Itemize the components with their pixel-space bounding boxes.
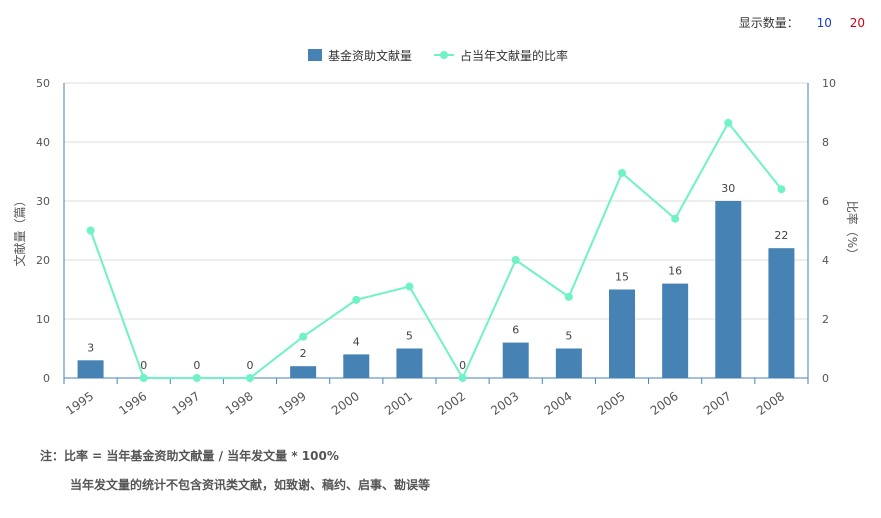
- bar: [290, 366, 317, 378]
- x-tick-label: 1995: [63, 389, 96, 418]
- x-tick-label: 2003: [488, 389, 521, 418]
- line-point: [139, 374, 148, 382]
- footnote-ratio-definition: 注：比率 = 当年基金资助文献量 / 当年发文量 * 100%: [40, 449, 339, 463]
- x-tick-label: 2007: [701, 389, 734, 418]
- bar-data-label: 16: [668, 265, 682, 278]
- y-tick-label: 10: [36, 313, 50, 326]
- y2-tick-label: 10: [822, 77, 836, 90]
- bar: [555, 348, 582, 378]
- legend-label-line: 占当年文献量的比率: [460, 48, 568, 63]
- x-tick-label: 1999: [276, 389, 309, 418]
- bar: [768, 248, 795, 378]
- legend-swatch-bar: [308, 49, 322, 61]
- y-tick-label: 50: [36, 77, 50, 90]
- legend-marker-line: [440, 51, 448, 59]
- x-tick-label: 2008: [754, 389, 787, 418]
- bar-data-label: 5: [406, 330, 413, 343]
- bar: [396, 348, 423, 378]
- display-count-selector: 显示数量： 10 20: [739, 14, 865, 31]
- legend-label-bar: 基金资助文献量: [328, 48, 412, 63]
- x-tick-label: 1998: [223, 389, 256, 418]
- bar-data-label: 5: [565, 330, 572, 343]
- x-tick-label: 2002: [435, 389, 468, 418]
- x-tick-label: 2005: [595, 389, 628, 418]
- bar: [609, 289, 635, 378]
- bar-data-label: 0: [247, 359, 254, 372]
- y-axis-title: 文献量（篇）: [12, 194, 27, 266]
- bar-data-label: 6: [512, 324, 519, 337]
- y2-tick-label: 4: [822, 254, 829, 267]
- bar: [343, 354, 370, 378]
- line-point: [777, 185, 786, 194]
- x-tick-label: 1997: [170, 389, 203, 418]
- line-point: [511, 256, 520, 264]
- y2-tick-label: 8: [822, 136, 829, 149]
- y2-tick-label: 6: [822, 195, 829, 208]
- x-tick-label: 2004: [542, 389, 575, 418]
- y-tick-label: 0: [43, 372, 50, 385]
- bar: [715, 201, 742, 378]
- line-point: [192, 374, 201, 382]
- bar-data-label: 15: [615, 271, 629, 284]
- line-point: [246, 374, 254, 382]
- bar-data-label: 0: [459, 359, 466, 372]
- x-tick-label: 2000: [329, 389, 362, 418]
- y-tick-label: 40: [36, 136, 50, 149]
- line-point: [564, 292, 573, 301]
- y2-tick-label: 0: [822, 372, 829, 385]
- bar-data-label: 2: [300, 347, 307, 360]
- series-line-ratio: [89, 121, 783, 381]
- line-point: [458, 374, 467, 382]
- y2-tick-label: 2: [822, 313, 829, 326]
- line-point: [618, 168, 626, 177]
- y-tick-label: 30: [36, 195, 50, 208]
- x-tick-label: 1996: [116, 389, 149, 418]
- bar: [662, 283, 689, 378]
- bar-data-label: 30: [721, 182, 735, 195]
- bar: [502, 342, 529, 378]
- y-tick-label: 20: [36, 254, 50, 267]
- bar-data-label: 0: [140, 359, 147, 372]
- display-count-option-20[interactable]: 20: [849, 16, 865, 30]
- bar-line-chart: 基金资助文献量 占当年文献量的比率010203040500246810文献量（篇）…: [12, 48, 860, 418]
- bar-data-label: 0: [193, 359, 200, 372]
- bar-data-label: 4: [353, 335, 360, 348]
- line-point: [671, 214, 680, 223]
- y2-axis-title: 比率（%）: [845, 201, 860, 260]
- x-tick-label: 2001: [382, 389, 415, 418]
- line-point: [352, 295, 361, 304]
- footnote-count-exclusion: 当年发文量的统计不包含资讯类文献，如致谢、稿约、启事、勘误等: [70, 478, 431, 492]
- bar: [77, 360, 104, 378]
- line-point: [724, 118, 733, 127]
- bar-data-label: 22: [774, 229, 788, 242]
- bar-data-label: 3: [87, 341, 94, 354]
- line-point: [299, 332, 308, 341]
- line-point: [405, 282, 414, 291]
- x-tick-label: 2006: [648, 389, 681, 418]
- display-count-option-10[interactable]: 10: [816, 16, 832, 30]
- display-count-label: 显示数量：: [738, 16, 799, 30]
- line-point: [86, 226, 95, 235]
